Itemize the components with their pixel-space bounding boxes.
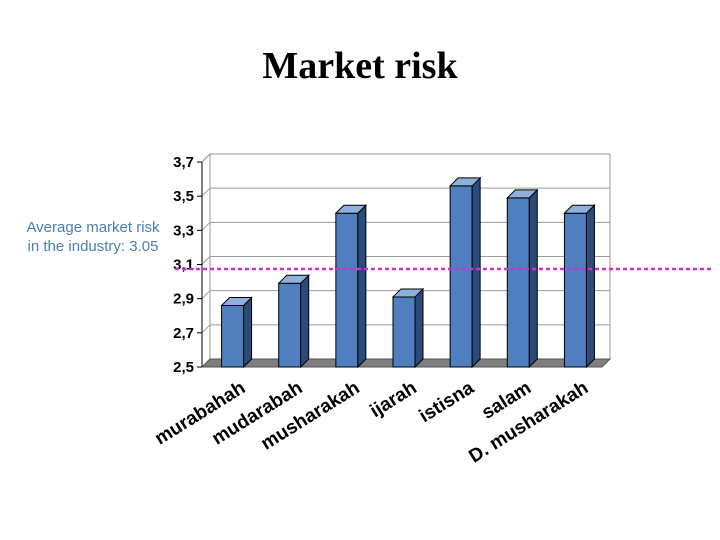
bar-top [391, 288, 425, 298]
y-tick-label: 2,5 [173, 359, 194, 376]
bar [335, 212, 359, 368]
bar-side [414, 287, 424, 369]
bar-top [277, 274, 310, 284]
bar [506, 197, 530, 368]
chart-title: Market risk [262, 45, 458, 87]
gridline-side [201, 221, 211, 231]
y-tick-label: 2,7 [173, 325, 194, 342]
bar-side [528, 188, 538, 369]
y-tick-label: 2,9 [173, 291, 194, 308]
bar [221, 305, 245, 368]
y-tick-label: 3,3 [173, 222, 194, 239]
bar-side [243, 296, 253, 369]
gridline-side [201, 187, 211, 197]
gridline-side [201, 256, 211, 265]
bar-top [506, 189, 539, 199]
x-category-label: ijarah [367, 377, 421, 422]
bar-top [563, 204, 596, 214]
gridline-side [201, 324, 211, 334]
x-category-label: musharakah [257, 377, 363, 454]
x-category-label: istisna [416, 377, 479, 427]
gridline-side [201, 290, 211, 300]
y-tick-label: 3,1 [173, 257, 194, 274]
bar-top [448, 177, 482, 187]
bar [449, 185, 473, 368]
y-tick-label: 3,7 [173, 154, 194, 171]
bar-top [220, 297, 253, 306]
y-tick-label: 3,5 [173, 188, 194, 205]
bar-top [334, 204, 368, 214]
average-risk-annotation: Average market risk in the industry: 3.0… [26, 219, 160, 255]
bar-side [357, 204, 367, 369]
bar [563, 212, 587, 368]
bar [278, 282, 302, 368]
bar-side [300, 274, 310, 369]
y-axis-top-edge [201, 153, 211, 163]
bar [392, 296, 416, 368]
bar-side [471, 176, 481, 369]
bar-side [585, 204, 595, 369]
